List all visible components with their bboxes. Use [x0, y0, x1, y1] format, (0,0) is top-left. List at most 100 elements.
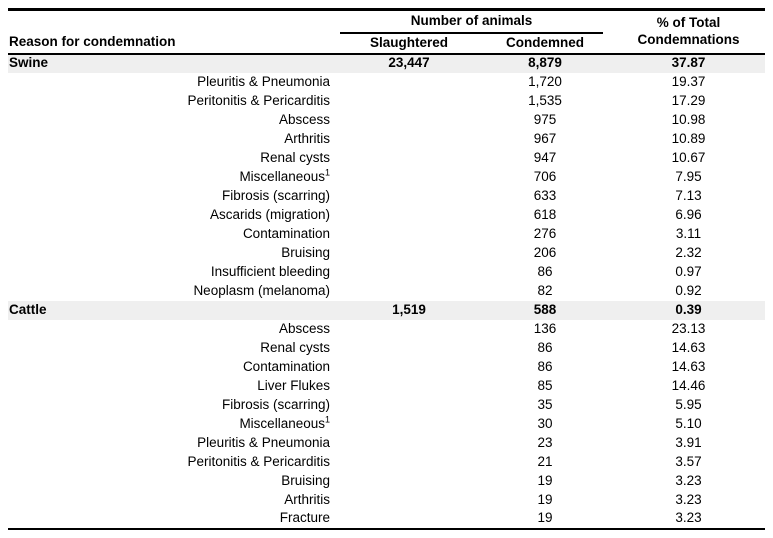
table-row: Contamination 276 3.11	[8, 225, 765, 244]
row-reason: Pleuritis & Pneumonia	[197, 73, 330, 89]
row-slaughtered	[340, 339, 478, 358]
row-slaughtered	[340, 187, 478, 206]
table-row: Liver Flukes 85 14.46	[8, 377, 765, 396]
row-condemned: 82	[537, 282, 553, 298]
table-body: Swine 23,447 8,879 37.87 Pleuritis & Pne…	[8, 53, 765, 530]
row-slaughtered	[340, 377, 478, 396]
row-reason: Bruising	[281, 472, 330, 488]
row-slaughtered	[340, 168, 478, 187]
table-row: Arthritis 967 10.89	[8, 130, 765, 149]
row-slaughtered	[340, 244, 478, 263]
row-condemned: 86	[537, 339, 553, 355]
row-condemned: 86	[537, 358, 553, 374]
table-row: Abscess 975 10.98	[8, 111, 765, 130]
pct-header-line1: % of Total	[656, 15, 721, 31]
row-condemned: 618	[533, 206, 557, 222]
row-reason: Fibrosis (scarring)	[221, 187, 330, 203]
table-row: Peritonitis & Pericarditis 21 3.57	[8, 453, 765, 472]
table-row: Fibrosis (scarring) 633 7.13	[8, 187, 765, 206]
table-row: Miscellaneous1 706 7.95	[8, 168, 765, 187]
row-pct: 2.32	[675, 244, 702, 260]
row-reason: Arthritis	[284, 130, 330, 146]
column-group-label: Number of animals	[340, 13, 603, 34]
section-pct: 0.39	[612, 300, 765, 320]
row-slaughtered	[340, 73, 478, 92]
row-reason: Abscess	[278, 111, 330, 127]
section-name: Swine	[8, 53, 340, 73]
table-row: Insufficient bleeding 86 0.97	[8, 263, 765, 282]
row-reason: Fibrosis (scarring)	[221, 396, 330, 412]
row-reason: Contamination	[242, 225, 330, 241]
row-condemned: 19	[537, 472, 553, 488]
row-condemned: 21	[537, 453, 553, 469]
row-pct: 5.10	[675, 415, 702, 431]
row-reason: Renal cysts	[260, 149, 330, 165]
table-row: Fibrosis (scarring) 35 5.95	[8, 396, 765, 415]
table-row: Pleuritis & Pneumonia 23 3.91	[8, 434, 765, 453]
row-pct: 7.95	[675, 168, 702, 184]
row-reason: Ascarids (migration)	[209, 206, 330, 222]
footnote-marker: 1	[324, 167, 330, 178]
row-slaughtered	[340, 130, 478, 149]
table-row: Peritonitis & Pericarditis 1,535 17.29	[8, 92, 765, 111]
row-slaughtered	[340, 453, 478, 472]
row-slaughtered	[340, 415, 478, 434]
row-slaughtered	[340, 358, 478, 377]
row-condemned: 23	[537, 434, 553, 450]
table-row: Bruising 206 2.32	[8, 244, 765, 263]
row-pct: 6.96	[675, 206, 702, 222]
row-reason: Peritonitis & Pericarditis	[187, 92, 330, 108]
row-reason: Contamination	[242, 358, 330, 374]
row-condemned: 967	[533, 130, 557, 146]
table-row: Renal cysts 947 10.67	[8, 149, 765, 168]
row-slaughtered	[340, 509, 478, 530]
row-pct: 10.98	[671, 111, 706, 127]
row-reason: Arthritis	[284, 491, 330, 507]
row-slaughtered	[340, 320, 478, 339]
row-condemned: 86	[537, 263, 553, 279]
row-slaughtered	[340, 434, 478, 453]
row-reason: Pleuritis & Pneumonia	[197, 434, 330, 450]
column-header-reason: Reason for condemnation	[8, 9, 340, 55]
row-condemned: 706	[533, 168, 557, 184]
row-reason: Fracture	[8, 509, 340, 530]
row-pct: 3.23	[675, 472, 702, 488]
table-row: Bruising 19 3.23	[8, 472, 765, 491]
row-condemned: 947	[533, 149, 557, 165]
row-pct: 10.89	[671, 130, 706, 146]
section-slaughtered: 1,519	[340, 300, 478, 320]
footnote-marker: 1	[324, 414, 330, 425]
table-row: Arthritis 19 3.23	[8, 491, 765, 510]
condemnation-table: Reason for condemnation Number of animal…	[8, 8, 765, 530]
row-condemned: 136	[533, 320, 557, 336]
row-condemned: 85	[537, 377, 553, 393]
row-reason: Abscess	[278, 320, 330, 336]
row-pct: 17.29	[671, 92, 706, 108]
row-condemned: 19	[478, 509, 612, 530]
row-condemned: 35	[537, 396, 553, 412]
row-reason: Peritonitis & Pericarditis	[187, 453, 330, 469]
row-reason: Bruising	[281, 244, 330, 260]
column-header-slaughtered: Slaughtered	[340, 33, 478, 55]
row-slaughtered	[340, 491, 478, 510]
table-row: Neoplasm (melanoma) 82 0.92	[8, 282, 765, 301]
table-row: Ascarids (migration) 618 6.96	[8, 206, 765, 225]
section-row: Swine 23,447 8,879 37.87	[8, 53, 765, 73]
row-pct: 14.63	[671, 339, 706, 355]
table-row: Renal cysts 86 14.63	[8, 339, 765, 358]
row-condemned: 206	[533, 244, 557, 260]
column-header-pct-of-total: % of Total Condemnations	[612, 9, 765, 55]
row-slaughtered	[340, 206, 478, 225]
row-pct: 7.13	[675, 187, 702, 203]
row-reason: Neoplasm (melanoma)	[193, 282, 330, 298]
condemnation-table-wrap: Reason for condemnation Number of animal…	[8, 8, 765, 530]
section-condemned: 8,879	[478, 53, 612, 73]
row-slaughtered	[340, 472, 478, 491]
row-condemned: 1,720	[528, 73, 562, 89]
row-pct: 14.63	[671, 358, 706, 374]
row-reason: Miscellaneous1	[239, 167, 330, 184]
row-condemned: 19	[537, 491, 553, 507]
row-reason: Insufficient bleeding	[210, 263, 330, 279]
pct-header-line2: Condemnations	[637, 31, 740, 47]
